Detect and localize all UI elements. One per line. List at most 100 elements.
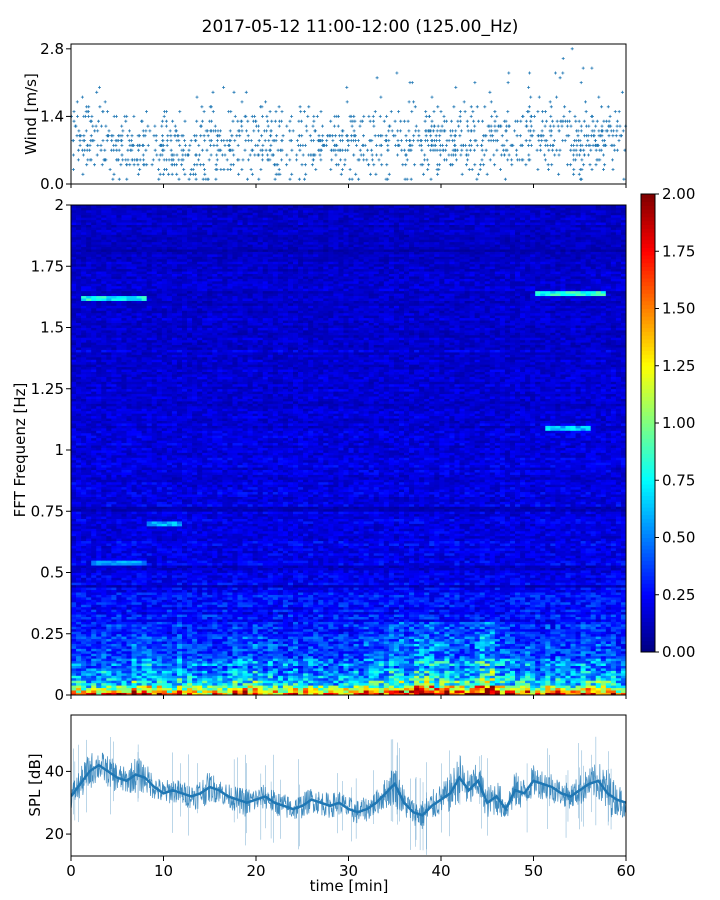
spectrogram-cell <box>611 592 616 595</box>
spectrogram-cell <box>177 624 182 627</box>
spectrogram-cell <box>121 626 126 629</box>
spectrogram-cell <box>439 624 444 627</box>
spectrogram-cell <box>303 644 308 647</box>
spectrogram-cell <box>596 631 601 634</box>
spectrogram-cell <box>399 626 404 629</box>
spectrogram-cell <box>343 602 348 605</box>
spectrogram-cell <box>389 644 394 647</box>
spectrogram-cell <box>207 626 212 629</box>
spectrogram-cell <box>253 675 258 678</box>
spectrogram-cell <box>409 585 414 588</box>
spectrogram-cell <box>167 658 172 661</box>
spectrogram-cell <box>439 688 444 691</box>
spectrogram-cell <box>525 626 530 629</box>
spectrogram-cell <box>359 678 364 681</box>
spectrogram-cell <box>323 604 328 607</box>
spectrogram-cell <box>480 634 485 637</box>
spectrogram-cell <box>475 651 480 654</box>
spectrogram-cell <box>364 619 369 622</box>
spectrogram-cell <box>273 595 278 598</box>
spectrogram-cell <box>349 668 354 671</box>
spectrogram-cell <box>419 614 424 617</box>
spectrogram-cell <box>212 683 217 686</box>
spectrogram-cell <box>565 661 570 664</box>
spectrogram-cell <box>253 636 258 639</box>
spectrogram-cell <box>520 656 525 659</box>
spectrogram-cell <box>550 653 555 656</box>
spectrogram-cell <box>303 680 308 683</box>
spectrogram-cell <box>495 644 500 647</box>
spectrogram-cell <box>147 617 152 620</box>
spectrogram-cell <box>576 641 581 644</box>
spectrogram-cell <box>227 619 232 622</box>
spectrogram-cell <box>101 661 106 664</box>
spectrogram-cell <box>444 656 449 659</box>
spectrogram-cell <box>288 675 293 678</box>
spectrogram-cell <box>505 597 510 600</box>
spectrogram-cell <box>258 597 263 600</box>
spectrogram-cell <box>611 673 616 676</box>
spectrogram-cell <box>222 690 227 693</box>
spectrogram-cell <box>530 604 535 607</box>
spectrogram-cell <box>298 675 303 678</box>
spectrogram-cell <box>616 636 621 639</box>
spectrogram-cell <box>369 622 374 625</box>
spectrogram-cell <box>132 631 137 634</box>
spectrogram-cell <box>460 609 465 612</box>
spectrogram-cell <box>313 680 318 683</box>
spectrogram-cell <box>127 634 132 637</box>
spectrogram-cell <box>359 607 364 610</box>
spectrogram-cell <box>71 595 76 598</box>
spectrogram-cell <box>555 648 560 651</box>
spectrogram-cell <box>227 668 232 671</box>
spectrogram-cell <box>253 661 258 664</box>
spectrogram-cell <box>596 661 601 664</box>
spectrogram-cell <box>571 599 576 602</box>
spectrogram-cell <box>540 612 545 615</box>
spectrogram-cell <box>328 619 333 622</box>
spectrogram-cell <box>187 673 192 676</box>
spectrogram-cell <box>283 619 288 622</box>
spectrogram-cell <box>192 666 197 669</box>
spectrogram-cell <box>258 651 263 654</box>
spectrogram-cell <box>106 668 111 671</box>
spectrogram-cell <box>495 624 500 627</box>
spectrogram-cell <box>434 587 439 590</box>
spectrogram-cell <box>212 668 217 671</box>
spectrogram-cell <box>525 607 530 610</box>
spectrogram-cell <box>540 683 545 686</box>
spectrogram-cell <box>243 599 248 602</box>
spectrogram-cell <box>76 629 81 632</box>
spectrogram-cell <box>253 646 258 649</box>
spectrogram-cell <box>404 690 409 693</box>
spectrogram-cell <box>172 644 177 647</box>
spectrogram-cell <box>192 609 197 612</box>
spectrogram-cell <box>560 626 565 629</box>
spectrogram-cell <box>207 656 212 659</box>
spectrogram-cell <box>560 648 565 651</box>
spectrogram-cell <box>207 675 212 678</box>
spectrogram-cell <box>197 604 202 607</box>
spectrogram-cell <box>555 673 560 676</box>
spectrogram-cell <box>101 614 106 617</box>
spectrogram-cell <box>172 683 177 686</box>
spectrogram-cell <box>470 592 475 595</box>
spectrogram-cell <box>142 626 147 629</box>
spectrogram-cell <box>318 663 323 666</box>
spectrogram-cell <box>288 668 293 671</box>
spectrogram-cell <box>71 602 76 605</box>
spectrogram-cell <box>495 668 500 671</box>
spectrogram-cell <box>328 624 333 627</box>
spectrogram-cell <box>343 656 348 659</box>
spectrogram-cell <box>515 680 520 683</box>
spectrogram-cell <box>485 685 490 688</box>
spectrogram-cell <box>177 663 182 666</box>
spectrogram-cell <box>500 617 505 620</box>
spectrogram-cell <box>409 646 414 649</box>
spectrogram-cell <box>343 587 348 590</box>
spectrogram-cell <box>86 646 91 649</box>
spectrogram-cell <box>591 599 596 602</box>
spectrogram-cell <box>192 617 197 620</box>
spectrogram-cell <box>308 644 313 647</box>
spectrogram-cell <box>152 690 157 693</box>
